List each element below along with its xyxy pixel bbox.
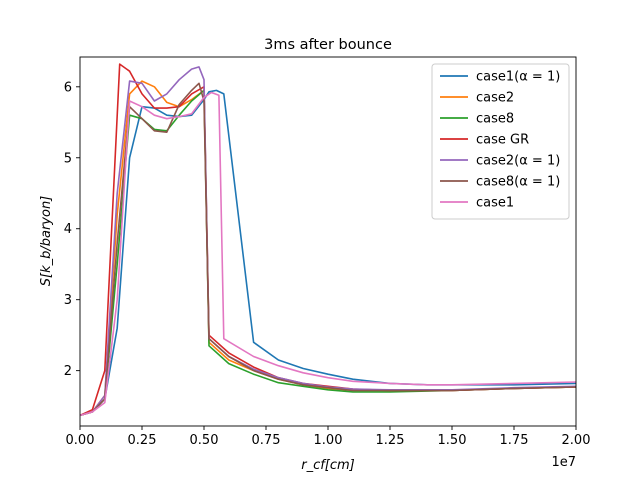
y-axis-label: S[k_b/baryon] [39, 196, 54, 287]
plot-lines [80, 63, 576, 417]
series-line-7 [80, 91, 576, 417]
x-tick-label: 2.00 [562, 433, 591, 448]
legend-entry: case GR [476, 133, 529, 148]
x-tick-label: 0.00 [66, 433, 95, 448]
series-line-5 [80, 66, 576, 417]
x-tick-label: 0.50 [190, 433, 219, 448]
x-tick-label: 1.75 [500, 433, 529, 448]
legend-entry: case8(α = 1) [476, 175, 560, 190]
series-line-6 [80, 82, 576, 417]
y-tick-label: 3 [64, 293, 72, 308]
legend-entry: case1 [476, 196, 514, 211]
x-tick-label: 0.75 [252, 433, 281, 448]
y-tick-label: 2 [64, 364, 72, 379]
chart-title: 3ms after bounce [264, 37, 392, 53]
y-axis-ticks: 2 3 4 5 6 [64, 80, 80, 379]
y-tick-label: 4 [64, 222, 72, 237]
x-axis-label: r_cf[cm] [301, 458, 355, 473]
x-tick-label: 0.25 [128, 433, 157, 448]
legend-entry: case1(α = 1) [476, 70, 560, 85]
y-tick-label: 5 [64, 151, 72, 166]
x-tick-label: 1.25 [376, 433, 405, 448]
y-tick-label: 6 [64, 80, 72, 95]
legend-entry: case2 [476, 91, 514, 106]
x-tick-label: 1.00 [314, 433, 343, 448]
x-tick-label: 1.50 [438, 433, 467, 448]
legend: case1(α = 1) case2 case8 case GR case2(α = 1… [431, 63, 570, 220]
legend-entry: case8 [476, 112, 514, 127]
x-axis-ticks: 0.00 0.25 0.50 0.75 1.00 1.25 1.50 1.75 2.00 [66, 426, 591, 448]
x-axis-offset-text: 1e7 [551, 455, 576, 470]
legend-entry: case2(α = 1) [476, 154, 560, 169]
